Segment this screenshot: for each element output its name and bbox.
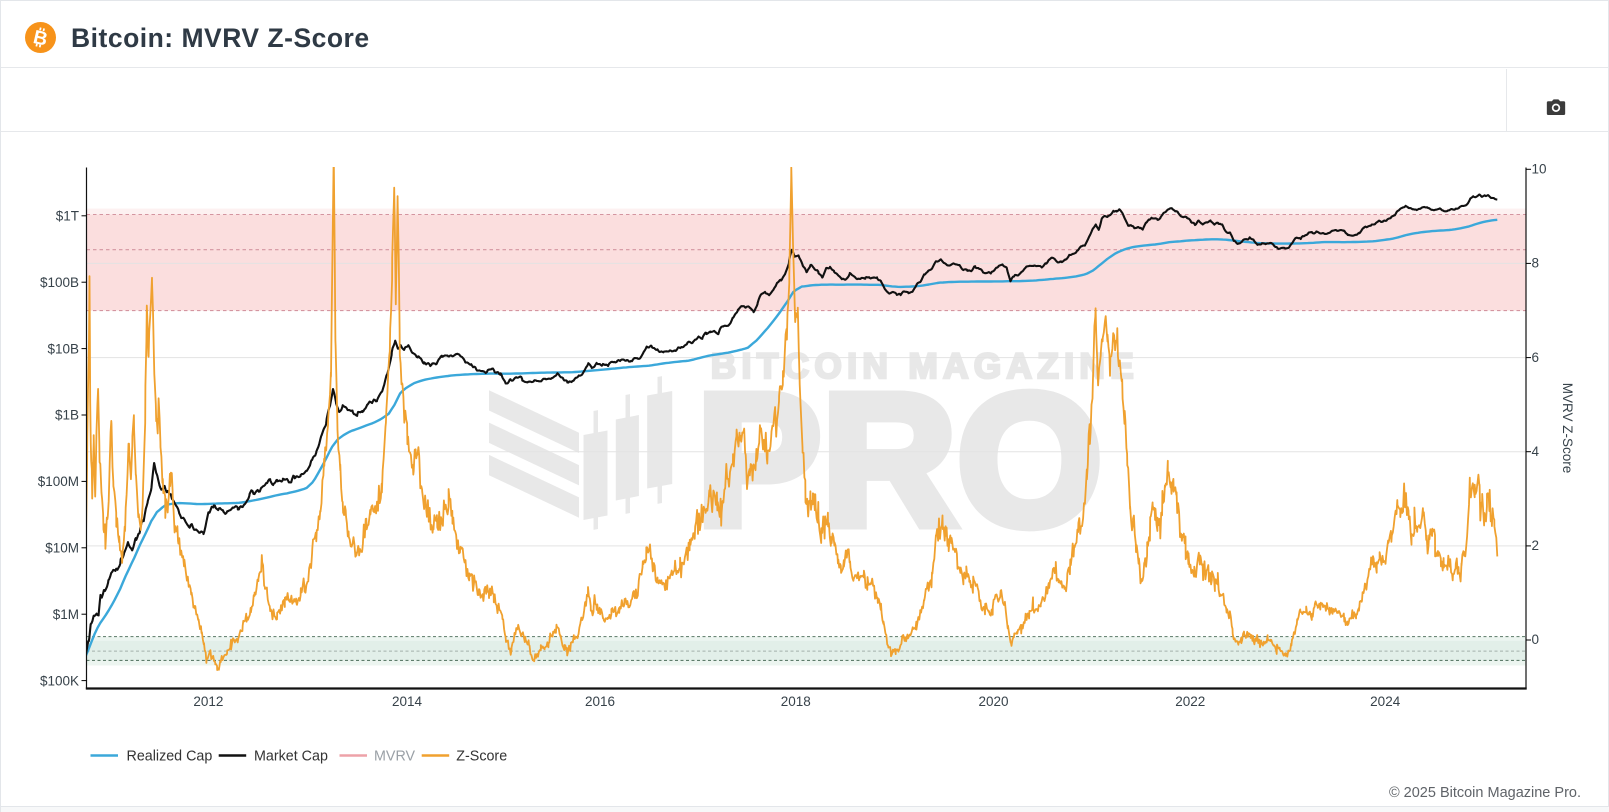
svg-text:$1T: $1T: [56, 209, 79, 224]
svg-text:4: 4: [1532, 444, 1540, 459]
svg-text:8: 8: [1532, 256, 1540, 271]
svg-text:6: 6: [1532, 350, 1540, 365]
svg-text:2018: 2018: [781, 694, 811, 709]
svg-text:2: 2: [1532, 538, 1540, 553]
svg-text:2022: 2022: [1175, 694, 1205, 709]
svg-text:2024: 2024: [1370, 694, 1401, 709]
svg-text:10: 10: [1532, 162, 1547, 177]
svg-text:$100K: $100K: [40, 673, 79, 688]
svg-text:$10M: $10M: [45, 541, 79, 556]
svg-text:0: 0: [1532, 632, 1540, 647]
svg-text:$1B: $1B: [55, 408, 79, 423]
svg-text:2020: 2020: [978, 694, 1008, 709]
svg-text:B: B: [31, 26, 50, 51]
svg-text:2016: 2016: [585, 694, 615, 709]
svg-text:2012: 2012: [193, 694, 223, 709]
svg-text:$10B: $10B: [47, 341, 79, 356]
svg-text:2014: 2014: [392, 694, 423, 709]
svg-text:MVRV: MVRV: [374, 749, 416, 765]
svg-text:BITCOIN MAGAZINE: BITCOIN MAGAZINE: [711, 347, 1139, 386]
svg-text:Realized Cap: Realized Cap: [127, 749, 213, 765]
svg-text:MVRV Z-Score: MVRV Z-Score: [1560, 383, 1575, 474]
svg-text:$100M: $100M: [38, 474, 79, 489]
svg-text:Z-Score: Z-Score: [456, 749, 507, 765]
svg-text:$100B: $100B: [40, 275, 79, 290]
svg-text:PRO: PRO: [697, 357, 1103, 564]
svg-text:Market Cap: Market Cap: [254, 749, 328, 765]
svg-text:$1M: $1M: [53, 607, 79, 622]
